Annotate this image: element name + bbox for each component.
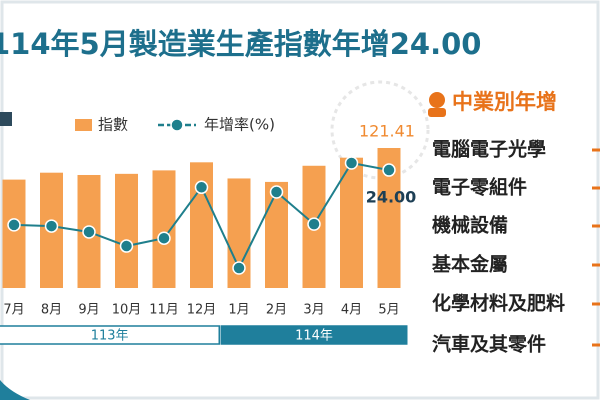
bar — [340, 157, 363, 288]
line-value-label: 24.00 — [366, 188, 417, 207]
chart: 指數 年增率(%) 121.41 24.00 7月 8月 9月 10月 11月 12月 1月 2月 3月… — [0, 116, 416, 345]
x-tick-label: 9月 — [78, 303, 99, 318]
x-tick-label: 10月 — [112, 303, 142, 318]
x-tick-label: 12月 — [187, 303, 217, 318]
legend-swatch — [75, 119, 92, 131]
line-marker — [157, 231, 171, 245]
bar — [377, 148, 401, 288]
industry-item: 基本金屬 — [431, 253, 508, 276]
bar — [227, 178, 251, 288]
industry-item: 電腦電子光學 — [432, 138, 546, 161]
year-label: 114年 — [295, 329, 333, 344]
industry-item: 電子零組件 — [432, 176, 527, 199]
x-tick-label: 7月 — [3, 303, 24, 318]
corner-decoration — [0, 380, 30, 400]
legend-label: 指數 — [98, 116, 128, 134]
x-tick-label: 8月 — [41, 303, 62, 318]
line-marker — [194, 180, 209, 195]
bar-value-label: 121.41 — [359, 122, 415, 141]
industry-item: 汽車及其零件 — [432, 333, 546, 356]
bar — [265, 181, 288, 288]
year-band — [0, 325, 220, 345]
x-tick-label: 5月 — [378, 303, 399, 318]
legend-label: 年增率(%) — [204, 116, 275, 134]
worker-icon — [429, 92, 445, 108]
year-band — [220, 325, 408, 345]
line-marker — [7, 218, 21, 232]
bar — [2, 179, 26, 288]
x-tick-label: 2月 — [266, 303, 287, 318]
bar — [115, 173, 138, 288]
x-tick-label: 11月 — [149, 303, 179, 318]
line-marker — [382, 163, 396, 177]
year-label: 113年 — [91, 329, 129, 344]
line-marker — [269, 185, 284, 199]
x-tick-label: 1月 — [228, 303, 249, 318]
panel-title: 中業別年增 — [452, 90, 557, 114]
bar — [152, 170, 176, 288]
line-marker — [307, 217, 321, 231]
x-tick-label: 4月 — [341, 303, 362, 318]
industry-item: 化學材料及肥料 — [432, 292, 565, 315]
line-marker — [44, 219, 59, 233]
line-marker — [232, 261, 246, 275]
line-marker — [82, 225, 96, 239]
worker-icon-body — [428, 108, 446, 117]
line-marker — [119, 239, 134, 253]
title: 114年5月製造業生產指數年增24.00 — [0, 27, 481, 61]
industry-item: 機械設備 — [432, 214, 508, 237]
x-tick-label: 3月 — [303, 303, 324, 318]
legend-icon — [0, 112, 12, 126]
line-marker — [344, 156, 359, 170]
legend-marker — [170, 118, 184, 132]
